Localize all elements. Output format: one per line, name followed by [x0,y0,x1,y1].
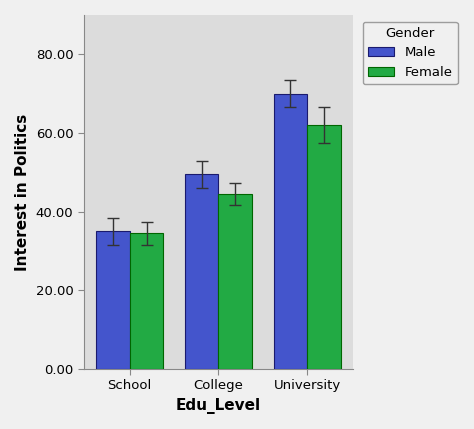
Bar [185,174,219,369]
Bar [130,233,164,369]
Legend: Male, Female: Male, Female [363,21,458,85]
Bar [307,125,341,369]
Y-axis label: Interest in Politics: Interest in Politics [15,113,30,271]
Bar [273,94,307,369]
Bar [96,231,130,369]
X-axis label: Edu_Level: Edu_Level [176,398,261,414]
Bar [219,194,252,369]
